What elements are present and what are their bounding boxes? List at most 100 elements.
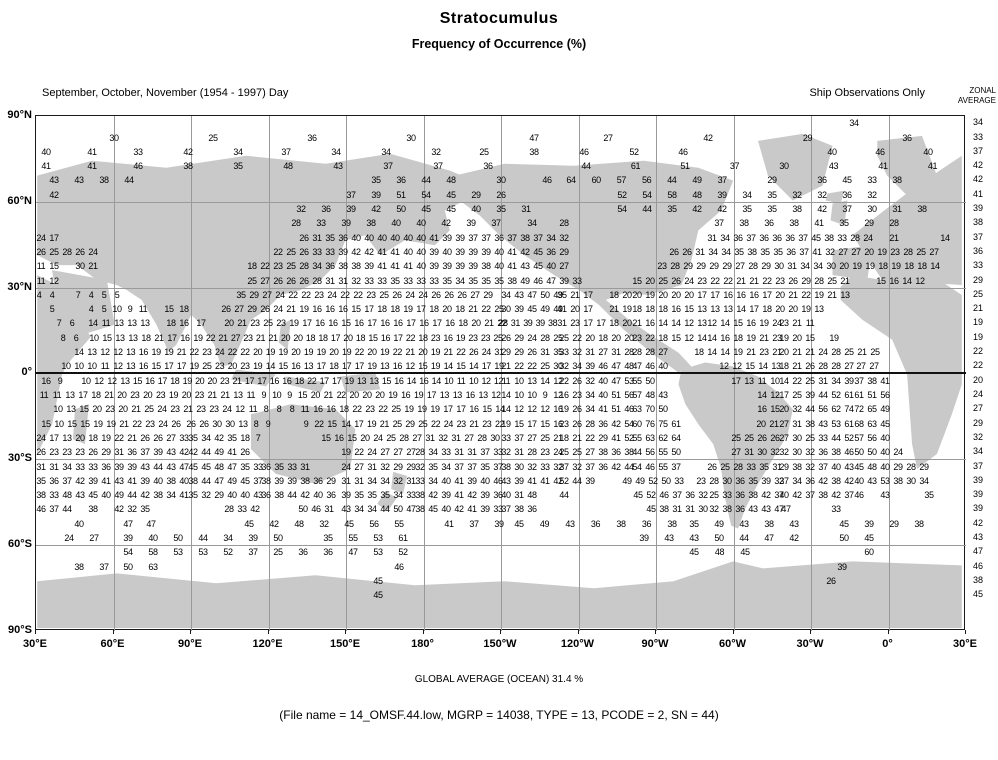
grid-value: 33 bbox=[403, 275, 413, 286]
grid-value: 12 bbox=[113, 347, 123, 358]
grid-value: 20 bbox=[360, 432, 370, 443]
grid-value: 31 bbox=[611, 347, 621, 358]
grid-value: 38 bbox=[88, 504, 98, 515]
grid-value: 26 bbox=[669, 246, 679, 257]
grid-value: 38 bbox=[514, 504, 524, 515]
grid-value: 27 bbox=[527, 432, 537, 443]
zonal-value: 37 bbox=[972, 145, 984, 156]
grid-value: 50 bbox=[714, 533, 724, 544]
grid-value: 12 bbox=[915, 275, 925, 286]
grid-value: 21 bbox=[119, 418, 129, 429]
grid-value: 29 bbox=[483, 289, 493, 300]
grid-value: 29 bbox=[559, 246, 569, 257]
grid-value: 37 bbox=[481, 232, 491, 243]
grid-value: 32 bbox=[792, 404, 802, 415]
grid-line-horizontal bbox=[36, 545, 966, 547]
zonal-value: 34 bbox=[972, 446, 984, 457]
grid-value: 21 bbox=[792, 318, 802, 329]
grid-value: 45 bbox=[689, 547, 699, 558]
grid-value: 44 bbox=[624, 461, 634, 472]
grid-value: 17 bbox=[78, 389, 88, 400]
grid-value: 22 bbox=[273, 246, 283, 257]
grid-value: 15 bbox=[632, 275, 642, 286]
grid-value: 45 bbox=[839, 518, 849, 529]
grid-value: 34 bbox=[441, 461, 451, 472]
grid-value: 34 bbox=[585, 404, 595, 415]
grid-value: 22 bbox=[494, 418, 505, 429]
lat-label: 90°N bbox=[7, 109, 32, 121]
grid-value: 31 bbox=[494, 347, 504, 358]
grid-value: 51 bbox=[680, 161, 690, 172]
grid-value: 19 bbox=[341, 447, 351, 458]
grid-value: 17 bbox=[527, 418, 537, 429]
grid-value: 45 bbox=[842, 175, 852, 186]
grid-value: 37 bbox=[501, 504, 511, 515]
grid-value: 36 bbox=[785, 232, 795, 243]
grid-value: 27 bbox=[851, 246, 861, 257]
grid-value: 12 bbox=[553, 389, 563, 400]
grid-value: 23 bbox=[468, 332, 478, 343]
grid-value: 16 bbox=[671, 304, 681, 315]
grid-value: 32 bbox=[431, 146, 441, 157]
grid-value: 34 bbox=[831, 375, 841, 386]
grid-value: 37 bbox=[585, 461, 595, 472]
grid-value: 34 bbox=[354, 504, 364, 515]
grid-value: 50 bbox=[671, 447, 681, 458]
grid-value: 24 bbox=[64, 533, 74, 544]
grid-value: 49 bbox=[880, 404, 890, 415]
grid-value: 24 bbox=[684, 275, 694, 286]
grid-value: 30 bbox=[490, 432, 500, 443]
grid-value: 42 bbox=[792, 490, 802, 501]
grid-value: 20 bbox=[622, 318, 632, 329]
grid-value: 17 bbox=[244, 375, 255, 386]
grid-value: 39 bbox=[274, 475, 284, 486]
grid-value: 29 bbox=[893, 461, 903, 472]
grid-value: 30 bbox=[867, 204, 877, 215]
grid-value: 21 bbox=[88, 261, 98, 272]
grid-value: 39 bbox=[514, 475, 524, 486]
grid-value: 36 bbox=[786, 246, 796, 257]
grid-value: 40 bbox=[441, 504, 451, 515]
grid-value: 11 bbox=[36, 275, 46, 286]
grid-value: 21 bbox=[792, 361, 802, 372]
grid-value: 38 bbox=[818, 490, 828, 501]
grid-value: 34 bbox=[527, 218, 537, 229]
grid-value: 16 bbox=[338, 304, 348, 315]
grid-value: 25 bbox=[540, 432, 550, 443]
grid-value: 29 bbox=[919, 461, 929, 472]
grid-value: 28 bbox=[415, 447, 425, 458]
grid-value: 19 bbox=[101, 432, 111, 443]
grid-value: 36 bbox=[338, 232, 348, 243]
grid-value: 22 bbox=[481, 304, 491, 315]
grid-value: 24 bbox=[367, 447, 377, 458]
grid-value: 32 bbox=[380, 461, 390, 472]
grid-value: 15 bbox=[321, 432, 331, 443]
grid-value: 37 bbox=[62, 475, 72, 486]
grid-value: 16 bbox=[354, 318, 364, 329]
grid-value: 18 bbox=[91, 389, 101, 400]
grid-value: 13 bbox=[303, 361, 314, 372]
grid-value: 31 bbox=[792, 418, 802, 429]
grid-value: 18 bbox=[878, 261, 888, 272]
grid-value: 44 bbox=[287, 490, 297, 501]
axis-tick bbox=[887, 630, 889, 634]
grid-value: 49 bbox=[214, 447, 224, 458]
grid-value: 40 bbox=[923, 146, 933, 157]
grid-value: 34 bbox=[233, 146, 243, 157]
grid-value: 35 bbox=[689, 518, 699, 529]
grid-value: 34 bbox=[813, 261, 823, 272]
grid-value: 52 bbox=[223, 547, 233, 558]
grid-value: 19 bbox=[559, 404, 569, 415]
grid-value: 52 bbox=[844, 432, 854, 443]
grid-value: 25 bbox=[286, 261, 296, 272]
grid-value: 22 bbox=[352, 404, 362, 415]
grid-value: 32 bbox=[553, 461, 563, 472]
grid-value: 22 bbox=[205, 332, 216, 343]
grid-value: 40 bbox=[179, 475, 189, 486]
grid-value: 28 bbox=[733, 461, 743, 472]
grid-value: 54 bbox=[632, 461, 642, 472]
grid-value: 35 bbox=[734, 246, 744, 257]
grid-value: 39 bbox=[837, 561, 847, 572]
grid-value: 38 bbox=[831, 447, 841, 458]
philippines-land bbox=[278, 319, 291, 350]
